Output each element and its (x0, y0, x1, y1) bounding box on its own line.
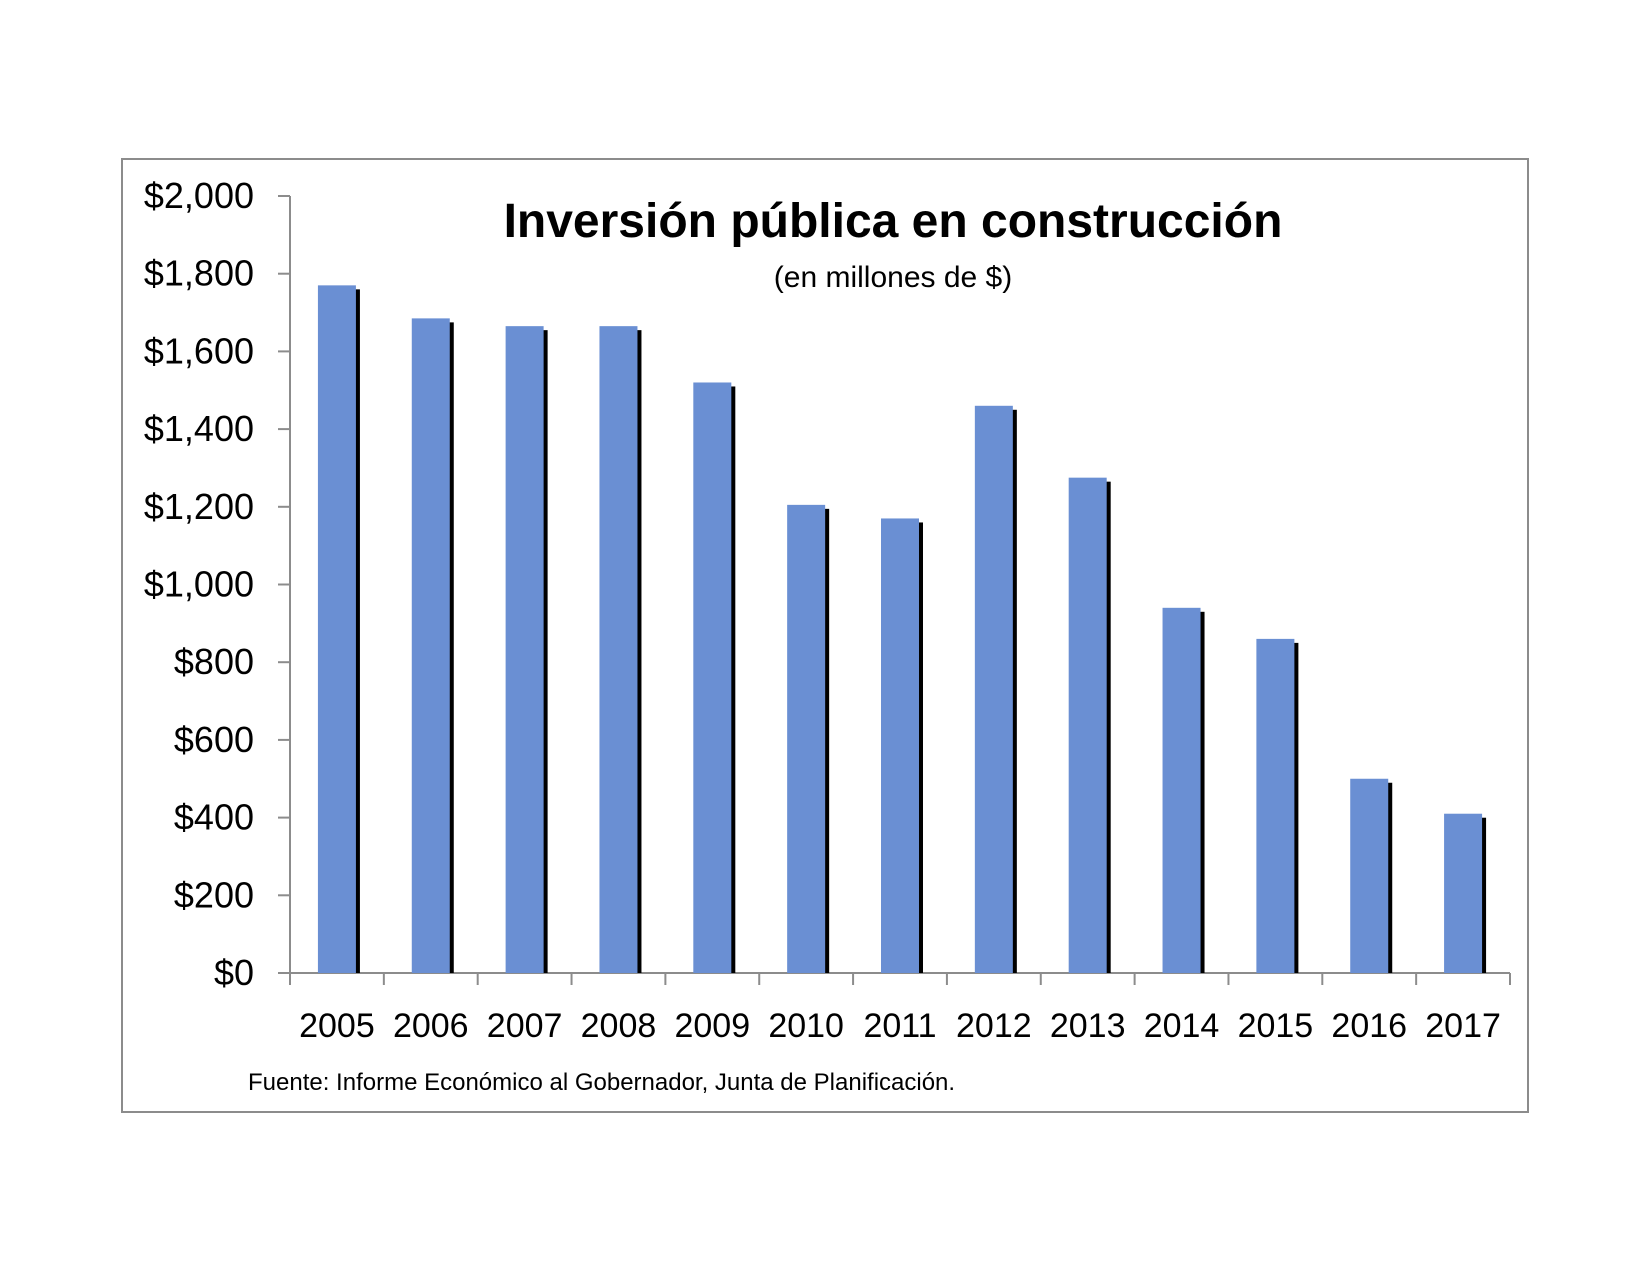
x-tick-label: 2011 (863, 1007, 936, 1045)
x-tick-label: 2008 (581, 1007, 657, 1045)
bar-2009 (693, 382, 732, 974)
y-tick-label: $1,000 (144, 564, 254, 605)
y-tick-label: $1,800 (144, 253, 254, 294)
x-tick-label: 2015 (1238, 1007, 1314, 1045)
bar-2008 (599, 326, 638, 974)
x-tick-label: 2009 (674, 1007, 750, 1045)
x-axis: 2005 2006 2007 2008 2009 2010 2011 2012 2013 2014… (289, 972, 1511, 1045)
bar-2012 (974, 405, 1013, 973)
x-tick-label: 2013 (1050, 1007, 1126, 1045)
y-tick-label: $1,200 (144, 486, 254, 527)
chart-source: Fuente: Informe Económico al Gobernador,… (248, 1069, 955, 1096)
bar-2007 (505, 326, 544, 974)
bar-2010 (787, 504, 826, 973)
x-tick-label: 2012 (956, 1007, 1032, 1045)
bar-2016 (1350, 778, 1389, 973)
chart-subtitle: (en millones de $) (774, 261, 1012, 294)
y-tick-label: $1,600 (144, 330, 254, 371)
x-tick-label: 2005 (299, 1007, 375, 1045)
x-tick-label: 2007 (487, 1007, 563, 1045)
bar-2006 (411, 318, 450, 973)
y-tick-label: $0 (214, 952, 254, 993)
bar-2005 (317, 285, 356, 974)
x-tick-label: 2016 (1331, 1007, 1407, 1045)
y-axis: $0 $200 $400 $600 $800 $1,000 $1,200 $1,400 $1,6… (144, 175, 291, 993)
x-tick-label: 2014 (1144, 1007, 1220, 1045)
y-tick-label: $200 (174, 874, 254, 915)
y-tick-label: $600 (174, 719, 254, 760)
x-tick-label: 2017 (1425, 1007, 1501, 1045)
bar-2017 (1444, 813, 1483, 973)
x-tick-label: 2010 (768, 1007, 844, 1045)
y-tick-label: $400 (174, 797, 254, 838)
bar-2015 (1256, 638, 1295, 973)
bar-2011 (881, 518, 919, 973)
x-tick-label: 2006 (393, 1007, 469, 1045)
y-tick-label: $2,000 (144, 175, 254, 216)
y-tick-label: $1,400 (144, 408, 254, 449)
chart-title: Inversión pública en construcción (504, 195, 1283, 248)
bar-2014 (1162, 607, 1201, 973)
bar-2013 (1068, 477, 1107, 973)
y-tick-label: $800 (174, 641, 254, 682)
bars (317, 285, 1487, 974)
